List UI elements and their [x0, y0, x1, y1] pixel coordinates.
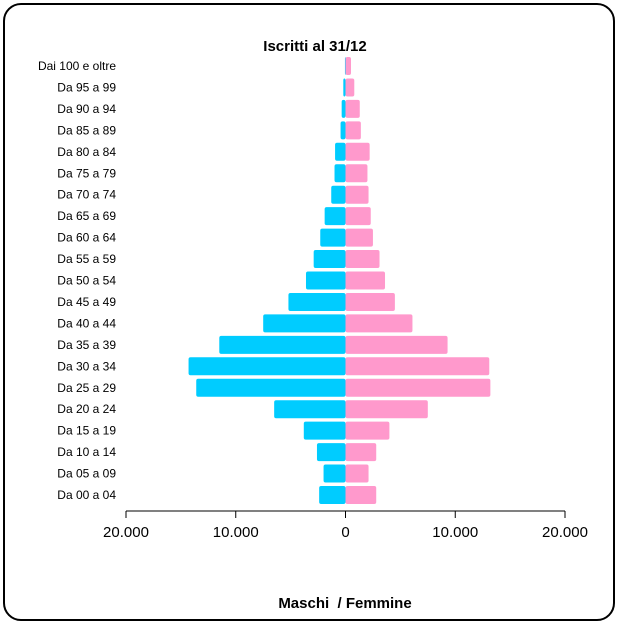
- left-bar: [343, 78, 346, 97]
- category-label: Da 10 a 14: [57, 445, 116, 459]
- left-bar: [334, 164, 346, 183]
- right-bar: [345, 400, 428, 419]
- right-bar: [345, 207, 371, 226]
- category-label: Da 00 a 04: [57, 488, 116, 502]
- left-bar: [313, 250, 346, 269]
- category-label: Da 75 a 79: [57, 166, 116, 180]
- left-bar: [340, 121, 346, 140]
- x-tick-label: 20.000: [103, 524, 149, 541]
- right-bar: [345, 78, 355, 97]
- x-tick-label: 20.000: [542, 524, 588, 541]
- right-bar: [345, 228, 373, 247]
- category-label: Da 35 a 39: [57, 338, 116, 352]
- left-bar: [288, 292, 346, 311]
- right-bar: [345, 250, 380, 269]
- right-bar: [345, 271, 386, 290]
- category-label: Da 70 a 74: [57, 188, 116, 202]
- right-bar: [345, 357, 490, 376]
- x-axis-label: Maschi / Femmine: [278, 595, 411, 612]
- right-bar: [345, 99, 360, 118]
- category-label: Da 30 a 34: [57, 359, 116, 373]
- right-bar: [345, 314, 413, 333]
- left-bar: [331, 185, 346, 204]
- left-bar: [274, 400, 346, 419]
- right-bar: [345, 335, 448, 354]
- left-bar: [319, 486, 346, 504]
- category-label: Da 40 a 44: [57, 316, 116, 330]
- category-label: Da 50 a 54: [57, 274, 116, 288]
- category-label: Da 95 a 99: [57, 80, 116, 94]
- left-bar: [341, 99, 346, 118]
- category-label: Da 25 a 29: [57, 381, 116, 395]
- x-tick-label: 0: [341, 524, 349, 541]
- left-bar: [263, 314, 346, 333]
- category-label: Da 85 a 89: [57, 123, 116, 137]
- category-label: Da 15 a 19: [57, 424, 116, 438]
- left-bar: [305, 271, 346, 290]
- left-bar: [188, 357, 346, 376]
- chart-frame: [3, 3, 615, 621]
- right-bar: [345, 57, 351, 75]
- category-label: Da 80 a 84: [57, 145, 116, 159]
- left-bar: [320, 228, 346, 247]
- right-bar: [345, 443, 377, 462]
- bars: [188, 57, 491, 504]
- x-tick-label: 10.000: [432, 524, 478, 541]
- category-label: Da 55 a 59: [57, 252, 116, 266]
- left-bar: [219, 335, 346, 354]
- category-label: Da 60 a 64: [57, 231, 116, 245]
- left-bar: [303, 421, 346, 440]
- right-bar: [345, 292, 395, 311]
- right-bar: [345, 185, 369, 204]
- left-bar: [316, 443, 346, 462]
- left-bar: [335, 142, 346, 161]
- category-labels: Da 00 a 04 Da 05 a 09 Da 10 a 14 Da 15 a 19…: [38, 59, 116, 502]
- right-bar: [345, 464, 369, 483]
- left-bar: [196, 378, 346, 397]
- category-label: Da 45 a 49: [57, 295, 116, 309]
- left-bar: [324, 207, 346, 226]
- right-bar: [345, 121, 361, 140]
- category-label: Da 05 a 09: [57, 467, 116, 481]
- category-label: Da 65 a 69: [57, 209, 116, 223]
- category-label: Da 90 a 94: [57, 102, 116, 116]
- x-axis: 20.000 10.000 0 10.000 20.000: [103, 510, 588, 541]
- chart-title: Iscritti al 31/12: [263, 38, 366, 55]
- x-tick-label: 10.000: [213, 524, 259, 541]
- left-bar: [344, 57, 346, 75]
- right-bar: [345, 486, 377, 504]
- category-label: Dai 100 e oltre: [38, 59, 116, 73]
- category-label: Da 20 a 24: [57, 402, 116, 416]
- right-bar: [345, 421, 390, 440]
- left-bar: [323, 464, 346, 483]
- right-bar: [345, 142, 370, 161]
- right-bar: [345, 164, 368, 183]
- right-bar: [345, 378, 491, 397]
